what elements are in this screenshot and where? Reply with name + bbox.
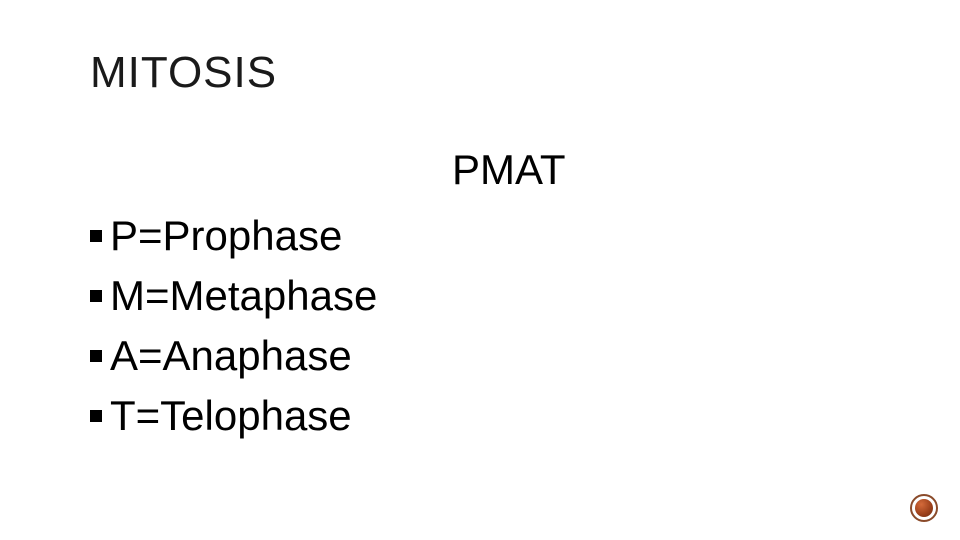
slide-title: MITOSIS bbox=[90, 48, 277, 98]
bullet-list: P=Prophase M=Metaphase A=Anaphase T=Telo… bbox=[90, 212, 377, 452]
square-bullet-icon bbox=[90, 410, 102, 422]
list-item-text: M=Metaphase bbox=[110, 272, 377, 320]
list-item: A=Anaphase bbox=[90, 332, 377, 380]
list-item: T=Telophase bbox=[90, 392, 377, 440]
list-item: P=Prophase bbox=[90, 212, 377, 260]
square-bullet-icon bbox=[90, 290, 102, 302]
list-item-text: P=Prophase bbox=[110, 212, 342, 260]
square-bullet-icon bbox=[90, 350, 102, 362]
list-item: M=Metaphase bbox=[90, 272, 377, 320]
square-bullet-icon bbox=[90, 230, 102, 242]
decorative-circle-icon bbox=[910, 494, 938, 522]
decorative-core bbox=[915, 499, 933, 517]
list-item-text: T=Telophase bbox=[110, 392, 352, 440]
slide: MITOSIS PMAT P=Prophase M=Metaphase A=An… bbox=[0, 0, 960, 540]
list-item-text: A=Anaphase bbox=[110, 332, 352, 380]
slide-subtitle: PMAT bbox=[452, 146, 566, 194]
